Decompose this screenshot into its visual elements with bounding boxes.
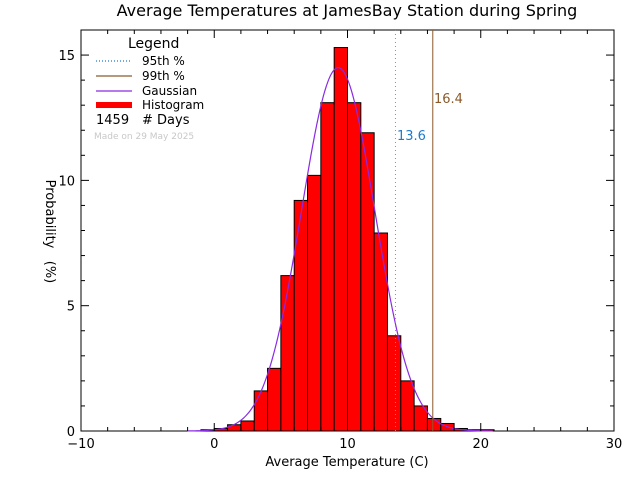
made-on-text: Made on 29 May 2025 <box>94 132 194 142</box>
legend-histogram-label: Histogram <box>142 98 204 112</box>
percentile-99-value: 16.4 <box>434 92 463 107</box>
percentile-lines <box>394 30 434 431</box>
y-tick-label: 10 <box>58 174 75 189</box>
legend-95-label: 95th % <box>142 54 185 68</box>
x-tick-label: 0 <box>210 437 218 452</box>
x-tick-label: −10 <box>67 437 94 452</box>
legend-days-label: # Days <box>142 113 190 128</box>
histogram-bar <box>253 390 269 432</box>
legend-title: Legend <box>128 36 179 52</box>
legend-gaussian-label: Gaussian <box>142 84 197 98</box>
histogram-bar <box>347 102 362 432</box>
gaussian-curve <box>187 66 493 432</box>
x-tick-label: 20 <box>472 437 489 452</box>
histogram-bars <box>200 47 495 432</box>
y-tick-label: 0 <box>67 425 75 440</box>
histogram-bar <box>360 132 375 432</box>
x-tick-label: 10 <box>339 437 356 452</box>
histogram-bar <box>267 367 282 432</box>
percentile-95-value: 13.6 <box>397 129 426 144</box>
y-axis-label-line1: Probability <box>42 180 57 249</box>
histogram-bar <box>373 232 388 432</box>
histogram-bar <box>386 335 402 432</box>
histogram-bar <box>240 420 255 432</box>
legend-days-count: 1459 <box>96 113 129 128</box>
y-axis-label-line2: (%) <box>42 261 57 284</box>
y-tick-label: 15 <box>58 49 75 64</box>
gaussian-curve-group <box>187 66 493 432</box>
histogram-bar <box>320 102 335 432</box>
legend: Legend 95th % 99th % Gaussian Histogram … <box>94 36 204 142</box>
histogram-bar <box>280 275 295 432</box>
histogram-bar <box>227 424 242 432</box>
x-tick-label: 30 <box>606 437 623 452</box>
legend-99-label: 99th % <box>142 69 185 83</box>
chart-title: Average Temperatures at JamesBay Station… <box>117 1 578 20</box>
y-tick-label: 5 <box>67 300 75 315</box>
x-axis-label: Average Temperature (C) <box>265 455 428 470</box>
histogram-bar <box>426 417 442 432</box>
histogram-bar <box>333 47 348 432</box>
histogram-bar <box>307 174 322 432</box>
histogram-bar <box>293 199 309 432</box>
histogram-bar <box>400 380 415 432</box>
